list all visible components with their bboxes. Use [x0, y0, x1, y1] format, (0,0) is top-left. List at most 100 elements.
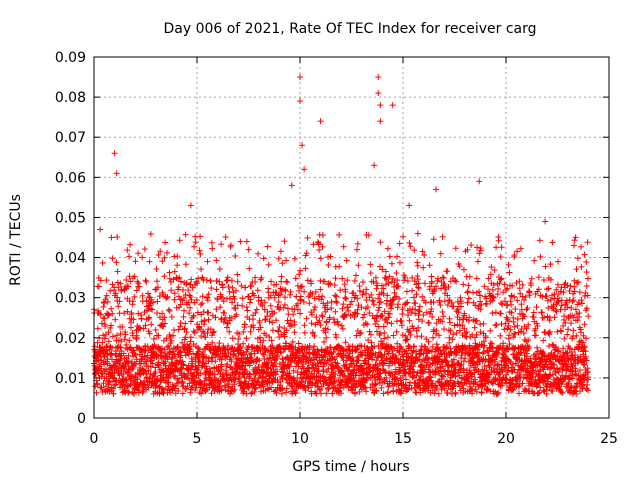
data-point [179, 286, 186, 293]
data-point [160, 390, 167, 397]
data-point [121, 365, 128, 372]
data-point [193, 280, 200, 287]
data-point [204, 258, 211, 265]
data-point [172, 353, 179, 360]
data-point [197, 251, 204, 258]
data-point [177, 301, 184, 308]
data-point [183, 280, 190, 287]
data-point [204, 297, 211, 304]
data-point [171, 385, 178, 392]
data-point [177, 319, 184, 326]
data-point [145, 367, 152, 374]
data-point [180, 313, 187, 320]
data-point [129, 298, 136, 305]
data-point [132, 361, 139, 368]
data-point [203, 354, 210, 361]
data-point [191, 329, 198, 336]
data-point [110, 390, 117, 397]
data-point [171, 327, 178, 334]
data-point [103, 375, 110, 382]
data-point [132, 258, 139, 265]
data-point [176, 274, 183, 281]
data-point [187, 318, 194, 325]
data-point [126, 388, 133, 395]
data-point [114, 279, 121, 286]
data-point [108, 322, 115, 329]
data-point [153, 265, 160, 272]
data-point [130, 316, 137, 323]
data-point [101, 335, 108, 342]
data-point [167, 333, 174, 340]
data-point [176, 349, 183, 356]
data-point [209, 339, 216, 346]
data-point [211, 371, 218, 378]
data-point [116, 298, 123, 305]
data-point [179, 390, 186, 397]
data-point [166, 308, 173, 315]
data-point [128, 309, 135, 316]
data-point [166, 275, 173, 282]
data-point [106, 312, 113, 319]
data-point [155, 362, 162, 369]
data-point [124, 308, 131, 315]
data-point [176, 237, 183, 244]
data-point [131, 350, 138, 357]
data-point [212, 358, 219, 365]
data-point [187, 334, 194, 341]
data-point [105, 338, 112, 345]
data-point [185, 287, 192, 294]
data-point [168, 313, 175, 320]
data-point [117, 330, 124, 337]
data-point [170, 332, 177, 339]
data-point [194, 369, 201, 376]
data-point [187, 389, 194, 396]
data-point [164, 249, 171, 256]
data-point [202, 334, 209, 341]
data-point [167, 389, 174, 396]
data-point [199, 300, 206, 307]
data-point [127, 344, 134, 351]
data-point [120, 381, 127, 388]
data-point [147, 231, 154, 238]
x-tick-label: 25 [600, 431, 618, 447]
data-point [128, 373, 135, 380]
data-point [161, 386, 168, 393]
data-point [205, 291, 212, 298]
data-point [118, 338, 125, 345]
data-point [108, 305, 115, 312]
data-point [103, 292, 110, 299]
x-tick-label: 15 [394, 431, 412, 447]
data-point [198, 311, 205, 318]
data-point [168, 287, 175, 294]
data-point [131, 293, 138, 300]
y-tick-label: 0.01 [55, 371, 86, 387]
data-point [187, 304, 194, 311]
data-point [122, 331, 129, 338]
data-point [171, 268, 178, 275]
data-point [188, 296, 195, 303]
data-point [187, 293, 194, 300]
data-point [152, 369, 159, 376]
data-point [177, 278, 184, 285]
data-point [208, 285, 215, 292]
data-point [211, 328, 218, 335]
data-point [196, 247, 203, 254]
data-point [140, 325, 147, 332]
data-point [177, 323, 184, 330]
x-tick-label: 20 [497, 431, 515, 447]
data-point [192, 375, 199, 382]
data-point [164, 293, 171, 300]
data-point [155, 251, 162, 258]
data-point [142, 322, 149, 329]
data-point [174, 375, 181, 382]
data-point [182, 320, 189, 327]
data-point [154, 278, 161, 285]
data-point [205, 309, 212, 316]
data-point [198, 333, 205, 340]
data-point [94, 325, 101, 332]
data-point [154, 298, 161, 305]
y-tick-label: 0.04 [55, 251, 86, 267]
data-point [161, 273, 168, 280]
